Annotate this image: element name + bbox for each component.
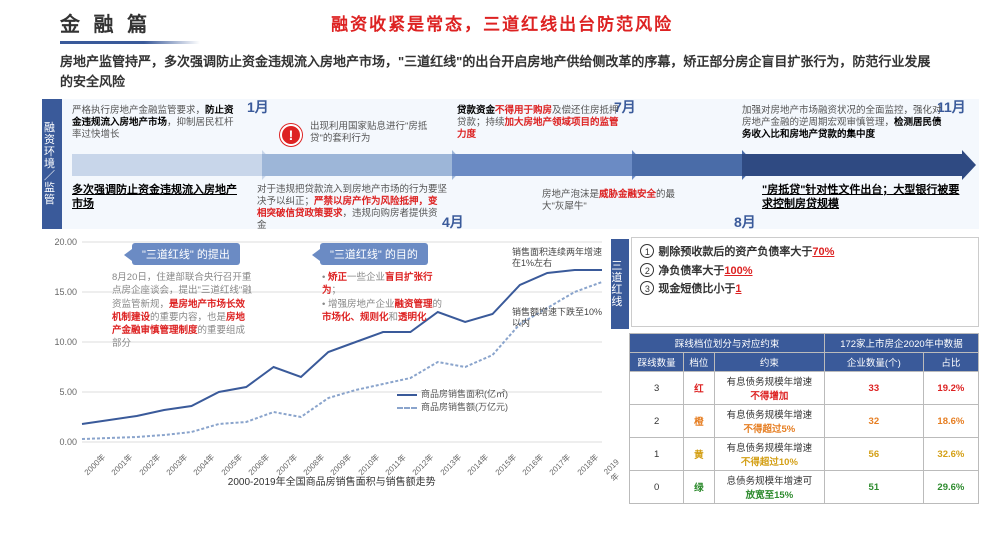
legend-a: 商品房销售面积(亿㎡) [397, 387, 508, 400]
month-1: 1月 [247, 97, 269, 117]
th-col: 占比 [923, 353, 978, 372]
lower-section: 2000年2001年2002年2003年2004年2005年2006年2007年… [0, 233, 999, 504]
table-row: 1黄有息债务规模年增速不得超过10%5632.6% [630, 438, 979, 471]
alert-icon: ! [280, 124, 302, 146]
tl-text-2b: 对于违规把贷款流入到房地产市场的行为要坚决予以纠正；严禁以房产作为风险抵押，变相… [257, 184, 447, 232]
rule-1: 1剔除预收款后的资产负债率大于70% [640, 243, 970, 262]
rule-3: 3现金短债比小于1 [640, 280, 970, 299]
th-col: 企业数量(个) [824, 353, 923, 372]
th-group2: 172家上市房企2020年中数据 [824, 334, 978, 353]
page-header: 金 融 篇 融资收紧是常态，三道红线出台防范风险 [0, 0, 999, 41]
bubble-2: "三道红线" 的目的 [320, 243, 428, 265]
arrow-5 [742, 154, 962, 176]
sales-chart: 2000年2001年2002年2003年2004年2005年2006年2007年… [42, 237, 621, 492]
tl-text-2a: 出现利用国家贴息进行"房抵贷"的套利行为 [310, 121, 440, 145]
chart-title: 2000-2019年全国商品房销售面积与销售额走势 [42, 473, 621, 488]
th-col: 约束 [714, 353, 824, 372]
rules-vlabel: 三道红线 [611, 239, 629, 329]
callout-2: 销售额增速下跌至10%以内 [512, 307, 602, 329]
th-group1: 踩线档位划分与对应约束 [630, 334, 825, 353]
table-row: 2橙有息债务规模年增速不得超过5%3218.6% [630, 405, 979, 438]
overlay-1: 8月20日，住建部联合央行召开重点房企座谈会，提出"三道红线"融资监管新规，是房… [112, 271, 252, 351]
intro-paragraph: 房地产监管持严，多次强调防止资金违规流入房地产市场，"三道红线"的出台开启房地产… [0, 44, 999, 95]
arrow-4 [632, 154, 742, 176]
table-row: 3红有息债务规模年增速不得增加3319.2% [630, 372, 979, 405]
arrow-1 [72, 154, 262, 176]
arrow-2 [262, 154, 452, 176]
arrow-3 [452, 154, 632, 176]
tl-text-1a: 严格执行房地产金融监管要求，防止资金违规流入房地产市场，抑制居民杠杆率过快增长 [72, 105, 242, 141]
tl-text-4a: 加强对房地产市场融资状况的全面监控，强化对房地产金融的逆周期宏观审慎管理，检测居… [742, 105, 942, 141]
th-col: 踩线数量 [630, 353, 684, 372]
bubble-1: "三道红线" 的提出 [132, 243, 240, 265]
legend: 商品房销售面积(亿㎡) 商品房销售额(万亿元) [397, 387, 508, 413]
callout-1: 销售面积连续两年增速在1%左右 [512, 247, 602, 269]
table-header-cols: 踩线数量档位约束企业数量(个)占比 [630, 353, 979, 372]
right-column: 三道红线 1剔除预收款后的资产负债率大于70% 2净负债率大于100% 3现金短… [629, 237, 979, 504]
section-title: 金 融 篇 [60, 8, 151, 37]
timeline-vlabel: 融资环境／监管 [42, 99, 62, 229]
rule-2: 2净负债率大于100% [640, 262, 970, 281]
overlay-2: • 矫正一些企业盲目扩张行为； • 增强房地产企业融资管理的市场化、规则化和透明… [322, 271, 442, 324]
month-8: 8月 [734, 212, 756, 232]
tl-text-3a: 贷款资金不得用于购房及偿还住房抵押贷款；持续加大房地产领域项目的监管力度 [457, 105, 622, 141]
tl-text-3e: 房地产泡沫是威胁金融安全的最大"灰犀牛" [542, 189, 692, 213]
tl-text-1d: 多次强调防止资金违规流入房地产市场 [72, 184, 242, 212]
three-lines-rules: 1剔除预收款后的资产负债率大于70% 2净负债率大于100% 3现金短债比小于1 [631, 237, 979, 327]
section-subtitle: 融资收紧是常态，三道红线出台防范风险 [331, 10, 673, 35]
table-row: 0绿息债务规模年增速可放宽至15%5129.6% [630, 471, 979, 504]
tl-text-4c: "房抵贷"针对性文件出台；大型银行被要求控制房贷规模 [762, 184, 962, 212]
timeline-section: 融资环境／监管 1月 4月 7月 8月 11月 ! 严格执行房地产金融监管要求，… [42, 99, 979, 229]
table-header-group: 踩线档位划分与对应约束 172家上市房企2020年中数据 [630, 334, 979, 353]
timeline-flow [72, 154, 969, 176]
tier-table: 踩线档位划分与对应约束 172家上市房企2020年中数据 踩线数量档位约束企业数… [629, 333, 979, 504]
legend-b: 商品房销售额(万亿元) [397, 400, 508, 413]
th-col: 档位 [683, 353, 714, 372]
